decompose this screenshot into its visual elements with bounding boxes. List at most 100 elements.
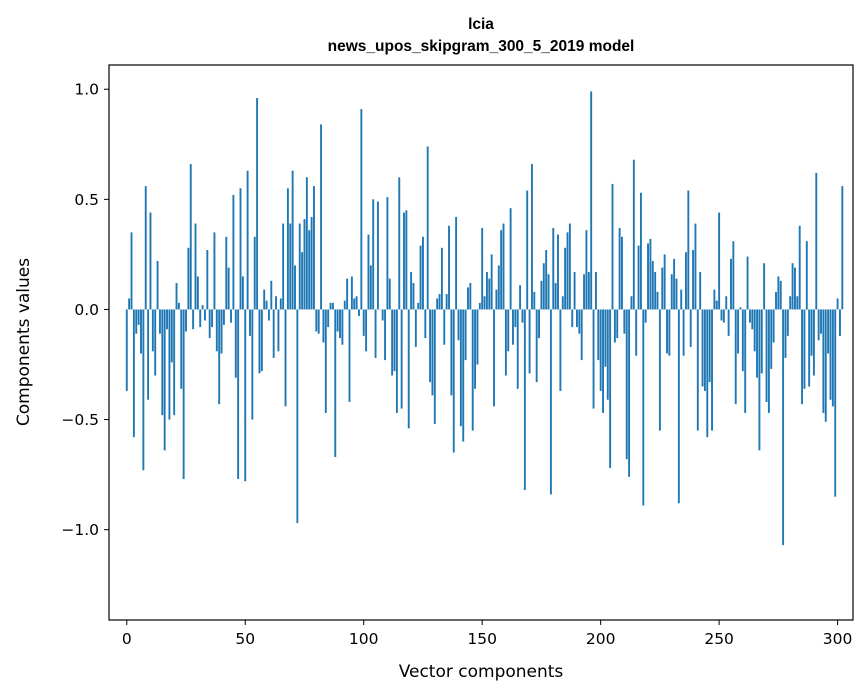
bar-192 (580, 309, 583, 361)
bar-53 (251, 309, 254, 420)
x-tick-label: 0 (122, 630, 132, 648)
bar-302 (841, 186, 844, 310)
bar-59 (265, 300, 268, 310)
bar-69 (289, 223, 292, 310)
bar-150 (481, 227, 484, 310)
bar-142 (462, 309, 465, 442)
bar-296 (827, 309, 830, 354)
bar-34 (206, 250, 209, 310)
bar-269 (763, 263, 766, 310)
bar-225 (658, 309, 661, 431)
bar-263 (748, 309, 751, 323)
bar-196 (590, 91, 593, 310)
bar-198 (594, 272, 597, 310)
bar-169 (526, 190, 529, 310)
bar-274 (775, 291, 777, 310)
bar-300 (836, 298, 839, 310)
bar-0 (125, 309, 128, 391)
x-tick-label: 300 (823, 630, 853, 648)
bar-244 (703, 309, 706, 391)
bar-75 (303, 219, 306, 310)
bar-267 (758, 309, 761, 451)
bar-35 (208, 309, 211, 339)
bar-276 (779, 280, 782, 310)
bar-213 (630, 296, 633, 310)
bar-64 (277, 309, 280, 352)
bar-212 (628, 309, 631, 477)
bar-130 (433, 309, 436, 424)
bar-20 (173, 309, 176, 416)
y-axis: 1.0 0.5 0.0 −0.5 −1.0 (61, 81, 109, 539)
bar-12 (154, 309, 157, 376)
bar-152 (485, 272, 488, 310)
bar-7 (142, 309, 145, 471)
bar-254 (727, 309, 730, 336)
bar-108 (381, 309, 384, 321)
bar-97 (355, 296, 358, 310)
bar-55 (256, 98, 259, 310)
bar-2 (130, 232, 133, 310)
bar-26 (187, 247, 190, 310)
bar-92 (343, 300, 346, 310)
bar-90 (339, 309, 341, 339)
bar-243 (701, 309, 704, 387)
bar-11 (151, 309, 154, 352)
bar-143 (464, 309, 467, 361)
bar-210 (623, 309, 626, 334)
bar-262 (746, 256, 749, 310)
y-tick-label: 0.0 (74, 301, 99, 319)
bar-13 (156, 261, 159, 310)
bar-261 (744, 309, 747, 413)
bar-287 (805, 241, 808, 310)
bar-48 (239, 188, 242, 310)
bar-126 (424, 309, 427, 339)
bar-135 (445, 294, 448, 310)
bar-21 (175, 283, 178, 310)
bar-180 (552, 227, 555, 310)
bar-248 (713, 289, 716, 310)
bar-270 (765, 309, 768, 402)
bar-1 (128, 298, 131, 310)
bar-181 (554, 283, 557, 310)
bar-167 (521, 309, 524, 323)
y-tick-label: 1.0 (74, 81, 99, 99)
bar-49 (241, 276, 244, 310)
bar-5 (137, 309, 140, 325)
bar-249 (715, 300, 718, 310)
bar-87 (331, 302, 334, 310)
bar-275 (777, 276, 780, 310)
bar-136 (448, 225, 450, 310)
bar-232 (675, 278, 678, 310)
bar-277 (782, 309, 785, 546)
bar-240 (694, 223, 697, 310)
bar-165 (516, 309, 519, 389)
bar-77 (308, 230, 311, 310)
bar-70 (291, 170, 294, 310)
bar-200 (599, 309, 602, 391)
bar-227 (663, 254, 666, 310)
bar-298 (831, 309, 834, 407)
bar-115 (398, 177, 401, 310)
bar-299 (834, 309, 837, 497)
bar-191 (578, 309, 581, 334)
bar-73 (298, 223, 301, 310)
bar-207 (616, 309, 619, 339)
bar-234 (680, 289, 683, 310)
bar-195 (587, 272, 590, 310)
bar-245 (706, 309, 709, 438)
bar-162 (509, 208, 512, 310)
bar-211 (625, 309, 628, 460)
bar-131 (436, 298, 439, 310)
bar-252 (722, 309, 725, 323)
bar-125 (422, 236, 424, 310)
bar-98 (358, 309, 360, 317)
bar-144 (467, 287, 469, 310)
bar-268 (760, 309, 763, 374)
bar-301 (839, 309, 841, 336)
bar-288 (808, 309, 811, 387)
bar-80 (315, 309, 318, 332)
bar-271 (767, 309, 770, 413)
bars-layer (125, 91, 844, 546)
bar-133 (440, 247, 443, 310)
bar-175 (540, 280, 543, 310)
